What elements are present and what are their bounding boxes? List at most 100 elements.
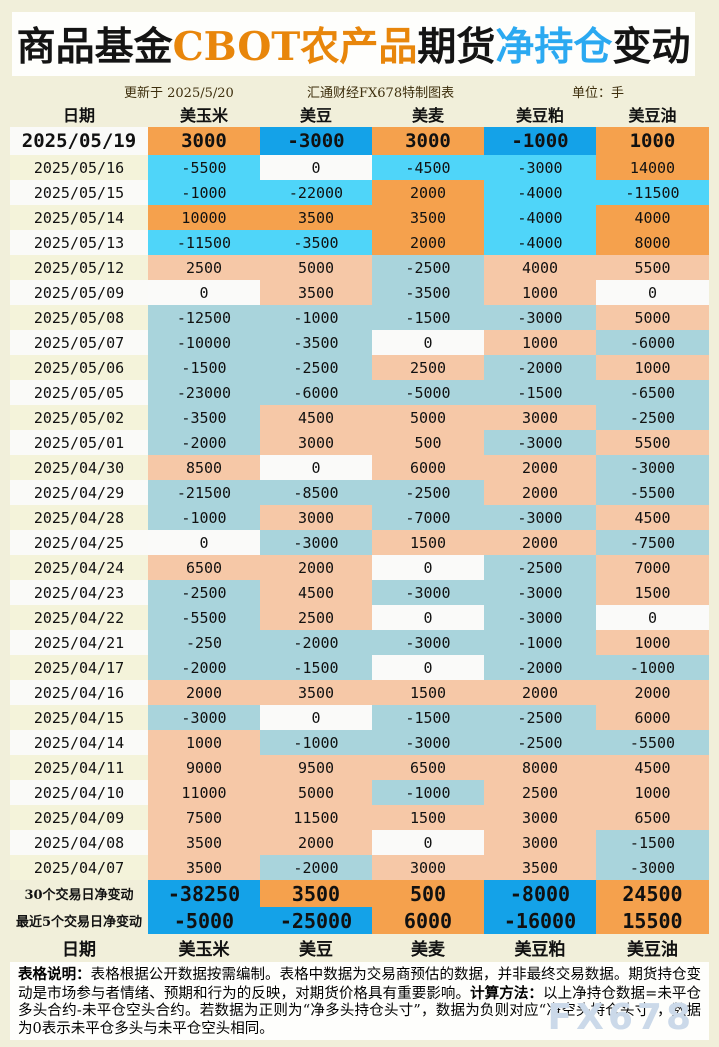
date-cell: 2025/05/02 <box>10 405 148 430</box>
net-change-cell: 1500 <box>372 530 484 555</box>
table-row: 2025/05/16 -5500 0 -4500 -3000 14000 <box>10 155 709 180</box>
net-change-cell: 0 <box>372 830 484 855</box>
date-cell: 2025/05/14 <box>10 205 148 230</box>
net-change-cell: -5500 <box>148 605 260 630</box>
net-change-cell: -11500 <box>148 230 260 255</box>
net-change-cell: -2500 <box>372 255 484 280</box>
date-cell: 2025/04/28 <box>10 505 148 530</box>
net-change-cell: 4500 <box>596 505 709 530</box>
footer-column-header: 美豆 <box>299 940 333 960</box>
net-change-cell: -250 <box>148 630 260 655</box>
date-cell: 2025/05/12 <box>10 255 148 280</box>
net-change-cell: 4000 <box>596 205 709 230</box>
net-change-cell: 6000 <box>596 705 709 730</box>
source-label: 汇通财经FX678特制图表 <box>307 86 455 101</box>
net-change-cell: -3000 <box>484 605 596 630</box>
table-row: 2025/05/14 10000 3500 3500 -4000 4000 <box>10 205 709 230</box>
net-change-cell: 3500 <box>372 205 484 230</box>
net-change-cell: 3000 <box>484 805 596 830</box>
net-change-cell: 0 <box>148 280 260 305</box>
date-cell: 2025/05/09 <box>10 280 148 305</box>
net-change-cell: -1500 <box>372 705 484 730</box>
net-change-cell: 2500 <box>148 255 260 280</box>
summary-label: 30个交易日净变动 <box>24 888 134 903</box>
net-change-cell: 2500 <box>484 780 596 805</box>
net-change-cell: 3500 <box>148 830 260 855</box>
net-change-cell: -3000 <box>484 505 596 530</box>
net-change-cell: -12500 <box>148 305 260 330</box>
net-change-cell: 3000 <box>260 430 372 455</box>
date-cell: 2025/04/11 <box>10 755 148 780</box>
net-change-cell: 1500 <box>596 580 709 605</box>
net-change-cell: -1500 <box>148 355 260 380</box>
net-change-cell: -22000 <box>260 180 372 205</box>
net-change-cell: -3000 <box>372 580 484 605</box>
note-text: 表格根据公开数据按需编制。表格中数据为交易商预估的数据，并非最终交易数据。期货持… <box>18 967 702 1002</box>
date-cell: 2025/05/07 <box>10 330 148 355</box>
net-change-cell: -5000 <box>372 380 484 405</box>
net-change-cell: -1000 <box>372 780 484 805</box>
summary-row: 最近5个交易日净变动 -5000 -25000 6000 -16000 15500 <box>10 907 709 934</box>
date-cell: 2025/04/23 <box>10 580 148 605</box>
net-change-cell: 6500 <box>372 755 484 780</box>
table-row: 2025/04/17 -2000 -1500 0 -2000 -1000 <box>10 655 709 680</box>
net-change-cell: 0 <box>596 605 709 630</box>
net-change-cell: -6500 <box>596 380 709 405</box>
date-cell: 2025/05/13 <box>10 230 148 255</box>
summary-value-cell: 24500 <box>596 880 709 907</box>
net-change-cell: 1000 <box>596 630 709 655</box>
net-change-cell: -4000 <box>484 180 596 205</box>
net-change-cell: -3500 <box>372 280 484 305</box>
net-change-cell: 3000 <box>484 405 596 430</box>
table-row: 2025/04/16 2000 3500 1500 2000 2000 <box>10 680 709 705</box>
table-row: 2025/04/07 3500 -2000 3000 3500 -3000 <box>10 855 709 880</box>
date-cell: 2025/04/15 <box>10 705 148 730</box>
page-title: 商品基金CBOT农产品期货净持仓变动 <box>17 16 691 72</box>
date-cell: 2025/04/22 <box>10 605 148 630</box>
net-change-cell: -1500 <box>484 380 596 405</box>
net-change-cell: 3000 <box>148 127 260 155</box>
table-row: 2025/04/22 -5500 2500 0 -3000 0 <box>10 605 709 630</box>
net-change-cell: -2000 <box>484 655 596 680</box>
net-change-cell: -2000 <box>260 855 372 880</box>
net-change-cell: 6000 <box>372 455 484 480</box>
date-cell: 2025/04/08 <box>10 830 148 855</box>
title-segment: 商品基金 <box>16 24 173 70</box>
date-cell: 2025/05/05 <box>10 380 148 405</box>
net-change-cell: -3500 <box>260 330 372 355</box>
net-change-cell: -2000 <box>148 430 260 455</box>
footer-column-header: 美豆粕 <box>514 940 566 960</box>
net-change-cell: -1500 <box>596 830 709 855</box>
net-change-cell: 14000 <box>596 155 709 180</box>
net-change-cell: -2500 <box>484 730 596 755</box>
fx678-watermark: FX678 <box>547 997 695 1039</box>
net-change-cell: 4500 <box>260 580 372 605</box>
summary-value-cell: -38250 <box>148 880 260 907</box>
net-change-cell: -3000 <box>484 305 596 330</box>
net-change-cell: 5000 <box>260 255 372 280</box>
net-change-cell: -2000 <box>260 630 372 655</box>
net-change-cell: 2000 <box>260 555 372 580</box>
table-row: 2025/05/15 -1000 -22000 2000 -4000 -11500 <box>10 180 709 205</box>
net-change-cell: -21500 <box>148 480 260 505</box>
net-change-cell: 2000 <box>260 830 372 855</box>
summary-value-cell: 6000 <box>372 907 484 934</box>
summary-value-cell: -16000 <box>484 907 596 934</box>
date-cell: 2025/04/25 <box>10 530 148 555</box>
date-cell: 2025/05/06 <box>10 355 148 380</box>
footer-column-header: 美豆油 <box>627 940 678 960</box>
net-change-cell: 3000 <box>372 127 484 155</box>
net-change-cell: -23000 <box>148 380 260 405</box>
notes-text: 表格说明：表格根据公开数据按需编制。表格中数据为交易商预估的数据，并非最终交易数… <box>18 966 702 1037</box>
net-change-cell: 3000 <box>484 830 596 855</box>
net-change-cell: 3000 <box>372 855 484 880</box>
net-change-cell: 4500 <box>260 405 372 430</box>
net-change-cell: 3500 <box>484 855 596 880</box>
net-change-cell: 5000 <box>596 305 709 330</box>
net-change-cell: 2000 <box>596 680 709 705</box>
net-change-cell: -6000 <box>596 330 709 355</box>
net-change-cell: 0 <box>148 530 260 555</box>
net-change-cell: -1000 <box>148 505 260 530</box>
net-change-cell: 3500 <box>148 855 260 880</box>
net-change-cell: -3000 <box>596 455 709 480</box>
